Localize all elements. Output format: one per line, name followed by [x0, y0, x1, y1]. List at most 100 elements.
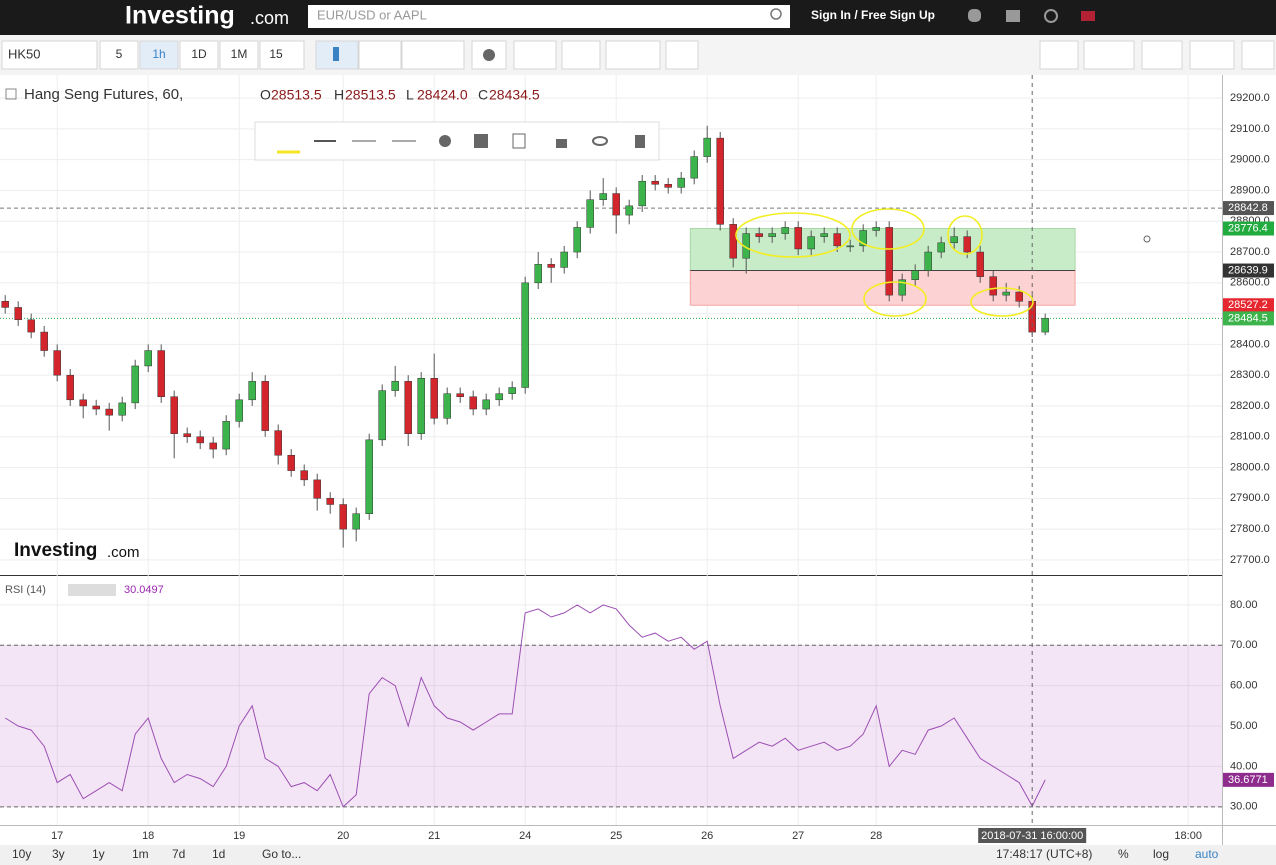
interval-button[interactable]	[219, 40, 259, 70]
candle-body	[404, 381, 412, 434]
candle-body	[963, 236, 971, 253]
draw-clone[interactable]	[512, 133, 526, 149]
compare-button[interactable]	[561, 40, 601, 70]
search-box[interactable]	[308, 5, 790, 28]
candle-body	[755, 233, 763, 237]
candle-body	[950, 236, 958, 244]
candle-body	[378, 390, 386, 441]
line-type-button[interactable]	[358, 40, 402, 70]
candle-body	[833, 233, 841, 247]
candle-body	[79, 399, 87, 407]
candle-body	[27, 319, 35, 333]
range-button[interactable]: 1m	[132, 847, 149, 861]
ohlc-key: C	[478, 87, 488, 103]
candle-body	[794, 227, 802, 250]
candle-body	[157, 350, 165, 397]
price-tag-label: 28527.2	[1228, 299, 1268, 311]
candle-body	[911, 270, 919, 280]
symbol-box[interactable]	[1, 40, 98, 70]
indicators-button[interactable]	[513, 40, 557, 70]
candle-body	[690, 156, 698, 179]
x-tick-label: 25	[610, 830, 622, 842]
candle-body	[729, 224, 737, 259]
candle-body	[664, 184, 672, 188]
logo[interactable]: Investing	[125, 2, 235, 30]
collapse-icon[interactable]	[5, 88, 17, 100]
y-tick-label: 28000.0	[1230, 461, 1270, 473]
range-button[interactable]: 7d	[172, 847, 185, 861]
range-button[interactable]: 1y	[92, 847, 105, 861]
rsi-line	[4, 604, 1046, 808]
candle-body	[196, 436, 204, 444]
interval-button[interactable]	[179, 40, 219, 70]
draw-settings[interactable]	[439, 135, 451, 147]
flag-icon[interactable]	[1081, 11, 1095, 21]
candle-body	[365, 439, 373, 514]
axis-option[interactable]: %	[1118, 847, 1129, 861]
price-tag	[1223, 263, 1274, 278]
clock-icon[interactable]	[1044, 9, 1058, 23]
cloud-load-button[interactable]	[1141, 40, 1183, 70]
candle-body	[53, 350, 61, 376]
candle-body	[820, 233, 828, 237]
color-button[interactable]	[1083, 40, 1135, 70]
cloud-save-button[interactable]	[1189, 40, 1235, 70]
candle-body	[300, 470, 308, 481]
interval-button[interactable]	[259, 40, 305, 70]
search-icon[interactable]	[770, 8, 782, 20]
price-tag-label: 36.6771	[1228, 774, 1268, 786]
rsi-band	[0, 645, 1222, 807]
portfolio-icon[interactable]	[1006, 10, 1020, 22]
candle-body	[872, 227, 880, 231]
interval-label: 1h	[152, 47, 165, 61]
axis-option[interactable]: log	[1153, 847, 1169, 861]
y-tick-label: 28300.0	[1230, 369, 1270, 381]
range-button[interactable]: 3y	[52, 847, 65, 861]
crosshair-label: 2018-07-31 16:00:00	[981, 830, 1083, 842]
watermark-suffix: .com	[107, 544, 140, 561]
logo-suffix[interactable]: .com	[250, 8, 289, 28]
candle-body	[248, 381, 256, 401]
candle-body	[469, 396, 477, 410]
y-tick-label: 29000.0	[1230, 154, 1270, 166]
bell-icon[interactable]	[968, 9, 981, 22]
draw-visibility[interactable]	[592, 136, 608, 146]
x-tick-label: 24	[519, 830, 531, 842]
gear-icon	[483, 49, 495, 61]
x-tick-label: 18:00	[1174, 830, 1202, 842]
price-tag-label: 28639.9	[1228, 264, 1268, 276]
rsi-controls[interactable]	[68, 584, 116, 596]
draw-fill[interactable]	[474, 134, 488, 148]
candle-body	[612, 193, 620, 216]
ohlc-value: 28513.5	[271, 87, 322, 103]
bar-type-button[interactable]	[401, 40, 465, 70]
candle-body	[287, 454, 295, 471]
draw-delete[interactable]	[635, 135, 645, 148]
interval-button[interactable]	[99, 40, 139, 70]
candle-body	[534, 264, 542, 284]
candle-body	[144, 350, 152, 367]
range-button[interactable]: 1d	[212, 847, 225, 861]
y-tick-label: 28100.0	[1230, 431, 1270, 443]
y-tick-label: 28900.0	[1230, 184, 1270, 196]
fullscreen-button[interactable]	[1241, 40, 1275, 70]
x-tick-label: 18	[142, 830, 154, 842]
axis-option[interactable]: auto	[1195, 847, 1219, 861]
alert-button[interactable]	[665, 40, 699, 70]
price-tag	[1223, 311, 1274, 326]
goto-button[interactable]: Go to...	[262, 847, 301, 861]
y-tick-label: 27700.0	[1230, 554, 1270, 566]
draw-lock[interactable]	[556, 139, 567, 148]
range-button[interactable]: 10y	[12, 847, 31, 861]
price-tag	[1223, 772, 1274, 787]
ohlc-value: 28424.0	[417, 87, 468, 103]
candle-body	[118, 402, 126, 416]
interval-button[interactable]	[139, 40, 179, 70]
undo-redo-button[interactable]	[605, 40, 661, 70]
camera-button[interactable]	[1039, 40, 1079, 70]
ohlc-value: 28434.5	[489, 87, 540, 103]
annotation-ellipse	[970, 287, 1034, 317]
anchor-dot[interactable]	[1143, 235, 1151, 243]
sign-in[interactable]: Sign In / Free Sign Up	[811, 8, 935, 22]
candle-body	[274, 430, 282, 456]
